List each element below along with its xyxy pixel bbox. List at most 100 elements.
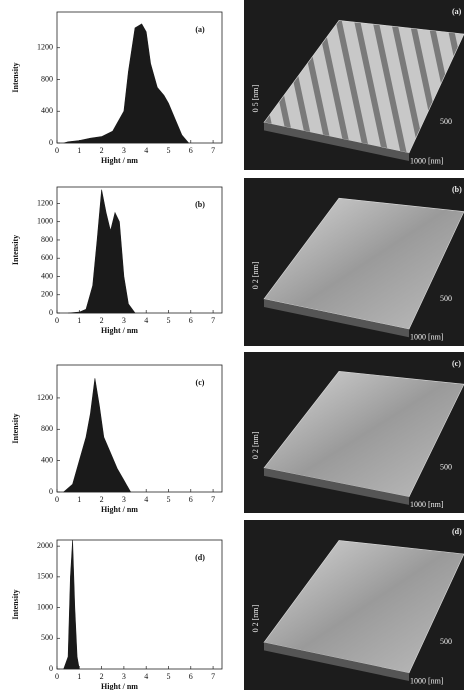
- x-tick-label: 7: [211, 146, 215, 155]
- x-tick-label: 7: [211, 672, 215, 681]
- y-tick-label: 2000: [37, 541, 53, 550]
- afm-image: (d) 0 2 [nm] 500 1000 [nm]: [244, 520, 464, 690]
- x-tick-label: 0: [55, 146, 59, 155]
- y-tick-label: 0: [49, 138, 53, 147]
- y-axis-label: Intensity: [11, 589, 20, 619]
- x-axis-label: Hight / nm: [101, 505, 138, 514]
- x-tick-label: 4: [144, 495, 148, 504]
- x-tick-label: 1: [77, 495, 81, 504]
- x-tick-label: 6: [189, 146, 193, 155]
- x-tick-label: 1: [77, 146, 81, 155]
- axis-mid-label: 500: [440, 463, 452, 472]
- y-tick-label: 800: [41, 424, 53, 433]
- panel-label: (c): [196, 378, 205, 387]
- y-tick-label: 1000: [37, 602, 53, 611]
- afm-image: (c) 0 2 [nm] 500 1000 [nm]: [244, 352, 464, 513]
- x-tick-label: 2: [100, 316, 104, 325]
- y-tick-label: 200: [41, 290, 53, 299]
- axis-end-label: 1000 [nm]: [410, 332, 444, 341]
- x-tick-label: 6: [189, 672, 193, 681]
- image-label: (c): [452, 359, 461, 368]
- x-tick-label: 0: [55, 495, 59, 504]
- plot-frame: [56, 364, 223, 493]
- x-tick-label: 4: [144, 146, 148, 155]
- afm-image: (a) 0 5 [nm] 500 1000 [nm]: [244, 0, 464, 170]
- y-axis-label: Intensity: [11, 235, 20, 265]
- y-tick-label: 400: [41, 271, 53, 280]
- x-tick-label: 5: [166, 316, 170, 325]
- histogram-area: [63, 539, 80, 670]
- x-tick-label: 6: [189, 316, 193, 325]
- y-tick-label: 1500: [37, 572, 53, 581]
- image-label: (b): [452, 185, 462, 194]
- y-axis-label: Intensity: [11, 413, 20, 443]
- x-tick-label: 0: [55, 316, 59, 325]
- afm-side: [264, 642, 409, 681]
- x-tick-label: 3: [122, 146, 126, 155]
- y-tick-label: 400: [41, 106, 53, 115]
- y-tick-label: 0: [49, 487, 53, 496]
- z-axis-label: 0 5 [nm]: [251, 84, 260, 112]
- afm-image: (b) 0 2 [nm] 500 1000 [nm]: [244, 178, 464, 346]
- axis-mid-label: 500: [440, 637, 452, 646]
- z-axis-label: 0 2 [nm]: [251, 604, 260, 632]
- plot-frame: [56, 186, 223, 314]
- x-tick-label: 5: [166, 146, 170, 155]
- image-label: (a): [452, 7, 462, 16]
- histogram-area: [63, 23, 190, 144]
- x-tick-label: 2: [100, 495, 104, 504]
- x-tick-label: 4: [144, 672, 148, 681]
- y-tick-label: 800: [41, 74, 53, 83]
- panel-label: (b): [195, 200, 205, 209]
- y-tick-label: 1200: [37, 198, 53, 207]
- x-tick-label: 6: [189, 495, 193, 504]
- x-axis-label: Hight / nm: [101, 326, 138, 335]
- y-tick-label: 800: [41, 235, 53, 244]
- plot-frame: [56, 539, 223, 670]
- axis-end-label: 1000 [nm]: [410, 156, 444, 165]
- x-tick-label: 7: [211, 316, 215, 325]
- afm-side: [264, 467, 409, 505]
- x-tick-label: 2: [100, 672, 104, 681]
- image-label: (d): [452, 527, 462, 536]
- z-axis-label: 0 2 [nm]: [251, 431, 260, 459]
- y-tick-label: 1200: [37, 43, 53, 52]
- y-tick-label: 1200: [37, 393, 53, 402]
- x-tick-label: 3: [122, 672, 126, 681]
- x-tick-label: 5: [166, 495, 170, 504]
- x-tick-label: 1: [77, 672, 81, 681]
- afm-surface: [263, 540, 464, 674]
- axis-end-label: 1000 [nm]: [410, 500, 444, 509]
- y-tick-label: 500: [41, 633, 53, 642]
- axis-end-label: 1000 [nm]: [410, 676, 444, 685]
- panel-label: (d): [195, 553, 205, 562]
- z-axis-label: 0 2 [nm]: [251, 261, 260, 289]
- x-tick-label: 2: [100, 146, 104, 155]
- x-tick-label: 4: [144, 316, 148, 325]
- panel-label: (a): [195, 25, 205, 34]
- y-tick-label: 0: [49, 664, 53, 673]
- x-axis-label: Hight / nm: [101, 682, 138, 690]
- afm-surface: [263, 371, 464, 498]
- afm-side: [264, 298, 409, 338]
- x-tick-label: 0: [55, 672, 59, 681]
- y-tick-label: 1000: [37, 217, 53, 226]
- x-axis-label: Hight / nm: [101, 156, 138, 165]
- afm-surface: [263, 197, 464, 330]
- y-tick-label: 400: [41, 455, 53, 464]
- x-tick-label: 3: [122, 495, 126, 504]
- y-tick-label: 600: [41, 253, 53, 262]
- histogram-area: [68, 189, 136, 314]
- x-tick-label: 3: [122, 316, 126, 325]
- axis-mid-label: 500: [440, 294, 452, 303]
- histogram-area: [62, 378, 132, 493]
- x-tick-label: 7: [211, 495, 215, 504]
- y-tick-label: 0: [49, 308, 53, 317]
- axis-mid-label: 500: [440, 117, 452, 126]
- x-tick-label: 1: [77, 316, 81, 325]
- afm-side: [264, 122, 409, 161]
- y-axis-label: Intensity: [11, 62, 20, 92]
- x-tick-label: 5: [166, 672, 170, 681]
